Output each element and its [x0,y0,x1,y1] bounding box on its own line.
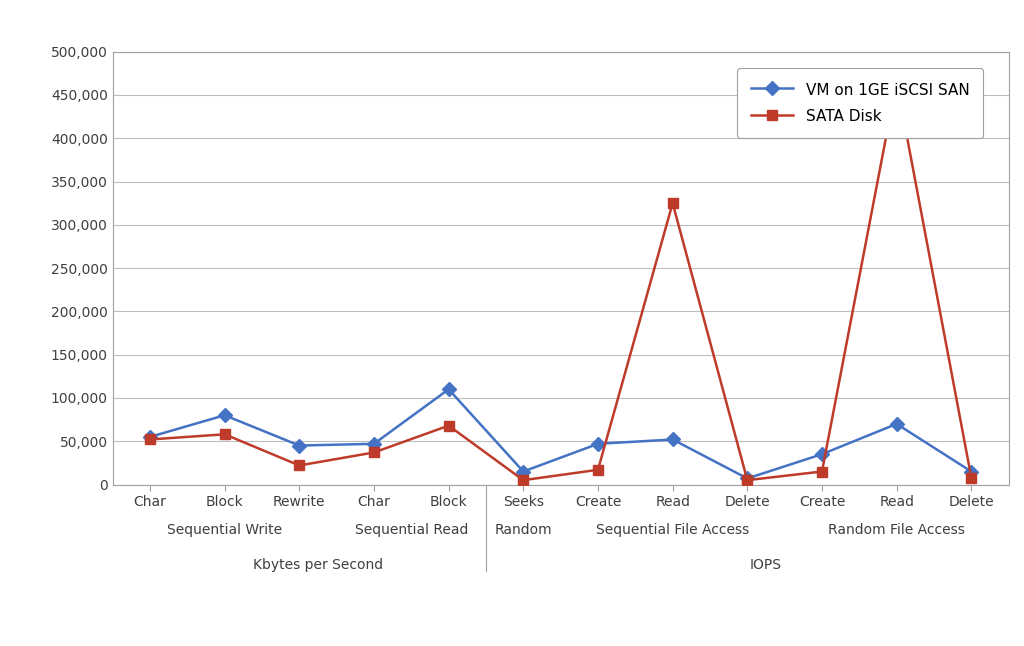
Text: Kbytes per Second: Kbytes per Second [253,558,383,572]
SATA Disk [293,462,305,470]
SATA Disk [218,430,230,438]
VM on 1GE iSCSI SAN [966,468,978,475]
SATA Disk [741,476,754,484]
Text: IOPS: IOPS [750,558,782,572]
VM on 1GE iSCSI SAN [592,440,604,448]
Legend: VM on 1GE iSCSI SAN, SATA Disk: VM on 1GE iSCSI SAN, SATA Disk [737,68,983,138]
SATA Disk [143,435,156,443]
VM on 1GE iSCSI SAN [368,440,380,448]
SATA Disk [368,448,380,456]
SATA Disk [891,78,903,86]
Text: Random: Random [495,523,552,537]
SATA Disk [517,476,529,484]
Text: Sequential File Access: Sequential File Access [596,523,750,537]
VM on 1GE iSCSI SAN [143,433,156,441]
VM on 1GE iSCSI SAN [218,412,230,419]
Text: Random File Access: Random File Access [828,523,965,537]
Text: Sequential Write: Sequential Write [167,523,283,537]
VM on 1GE iSCSI SAN [667,435,679,443]
SATA Disk [442,422,455,430]
VM on 1GE iSCSI SAN [816,450,828,458]
SATA Disk [816,468,828,475]
VM on 1GE iSCSI SAN [442,386,455,393]
SATA Disk [592,466,604,474]
Line: VM on 1GE iSCSI SAN: VM on 1GE iSCSI SAN [145,384,976,483]
Line: SATA Disk: SATA Disk [145,77,976,485]
VM on 1GE iSCSI SAN [891,420,903,428]
VM on 1GE iSCSI SAN [293,442,305,450]
SATA Disk [966,474,978,481]
SATA Disk [667,199,679,207]
Text: Sequential Read: Sequential Read [354,523,468,537]
VM on 1GE iSCSI SAN [517,468,529,475]
VM on 1GE iSCSI SAN [741,475,754,483]
